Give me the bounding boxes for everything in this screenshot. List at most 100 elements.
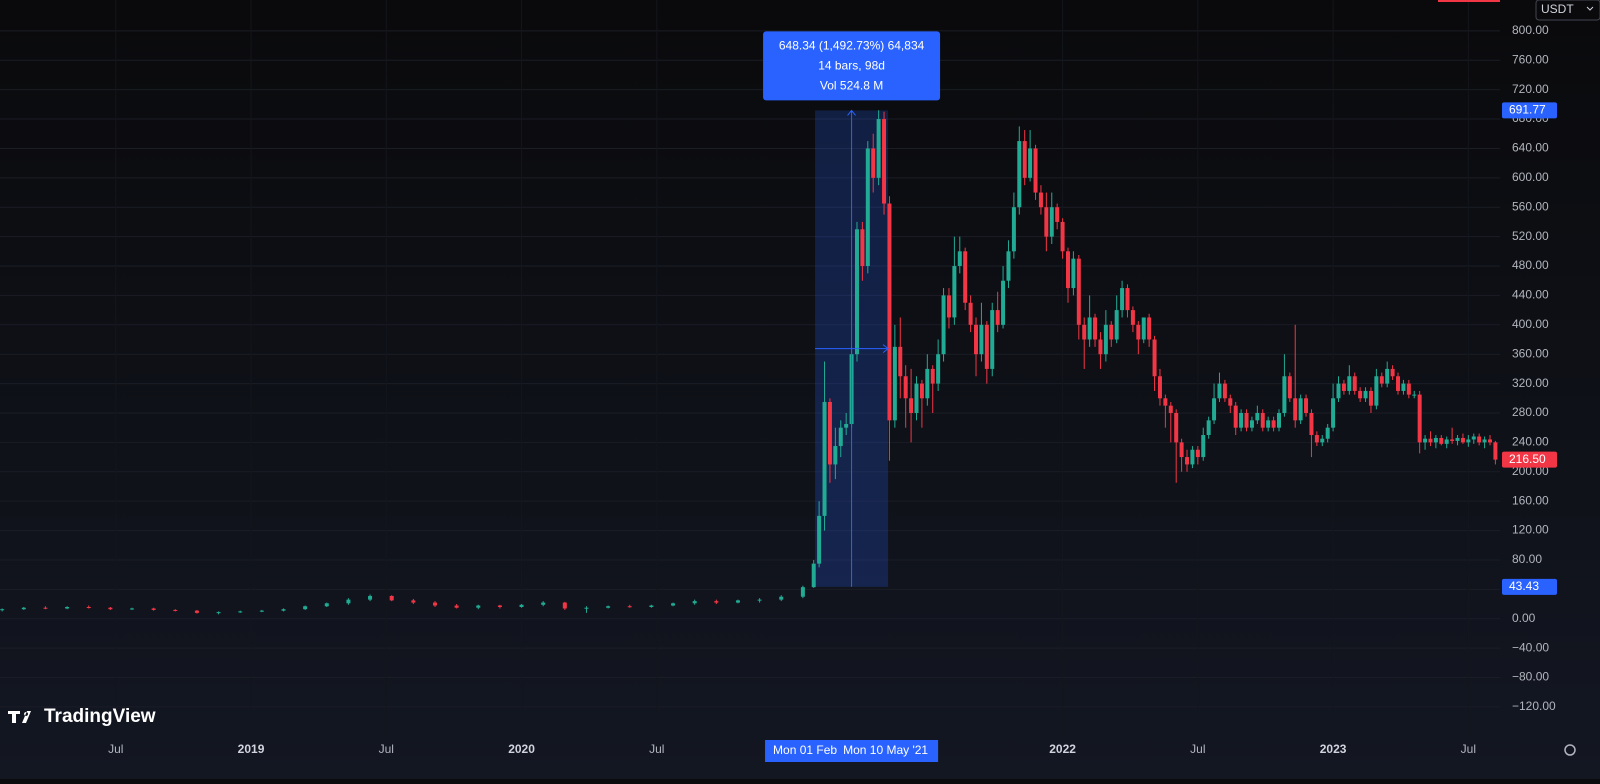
candle-body [86,606,91,608]
candle-body [984,324,989,369]
candle-body [1087,317,1092,340]
candle-body [903,376,908,399]
candle-body [779,596,784,600]
brand: TradingView [44,706,156,727]
candle-body [876,119,881,178]
candle-body [1147,317,1152,340]
y-tick-label: −80.00 [1512,670,1549,684]
candle-body [1287,376,1292,399]
candle-body [1055,207,1060,222]
candle-body [1341,383,1346,391]
candle-body [1076,258,1081,325]
candle-body [1444,439,1449,444]
candle-body [411,600,416,603]
candle-body [930,368,935,384]
x-highlight-label: Mon 10 May '21 [843,743,928,757]
candle-body [1195,449,1200,458]
candle-body [1141,317,1146,340]
candle-body [871,148,876,178]
candle-body [0,609,5,611]
candle-body [1450,439,1455,441]
candle-body [800,587,805,597]
candle-body [1385,368,1390,384]
candle-body [1071,258,1076,289]
candle-body [974,324,979,355]
candle-body [1347,376,1352,391]
candle-body [941,295,946,355]
candle-body [1136,324,1141,340]
candle-body [216,612,221,614]
candle-body [1390,368,1395,377]
candle-body [817,515,822,564]
candle-body [1428,438,1433,443]
candle-body [1325,427,1330,439]
candle-body [898,346,903,377]
candle-body [1049,207,1054,237]
y-tick-label: −120.00 [1512,699,1556,713]
price-badge [1502,578,1557,595]
candle-body [627,606,632,608]
candle-body [1352,376,1357,391]
measure-arrow-h [815,344,889,354]
candle-body [1433,437,1438,443]
candle-body [238,611,243,613]
candle-body [1006,251,1011,281]
candle-body [1482,439,1487,443]
candle-body [1093,317,1098,340]
candle-body [1493,442,1498,460]
currency-select[interactable] [1535,0,1600,21]
candle-body [1455,437,1460,441]
candle-body [714,601,719,603]
candle-body [909,398,914,413]
candle-body [281,609,286,611]
candle-body [389,595,394,601]
candle-body [1239,412,1244,428]
x-tick-label: Jul [379,742,394,756]
candle-body [1060,221,1065,252]
y-tick-label: 320.00 [1512,376,1549,390]
candle-body [1212,398,1217,421]
y-tick-label: 240.00 [1512,435,1549,449]
candle-body [892,346,897,421]
settings-icon[interactable] [1564,744,1576,756]
candle-body [1125,288,1130,311]
candle-body [65,606,70,609]
candle-body [1309,412,1314,436]
y-tick-label: 480.00 [1512,258,1549,272]
y-tick-label: 800.00 [1512,23,1549,37]
candle-body [963,251,968,303]
candle-body [1022,141,1027,178]
y-tick-label: 280.00 [1512,405,1549,419]
top-indicator [1438,0,1500,2]
candle-body [1109,324,1114,340]
candle-body [1460,437,1465,443]
candle-body [1249,420,1254,428]
candle-body [1412,394,1417,396]
candle-body [1368,390,1373,406]
candle-body [936,354,941,384]
candle-body [1423,438,1428,443]
y-tick-label: 760.00 [1512,52,1549,66]
candle-body [43,607,48,609]
candle-body [1174,412,1179,443]
candle-body [1266,420,1271,428]
candle-body [1477,436,1482,443]
measure-tooltip [763,31,941,101]
y-tick-label: 640.00 [1512,141,1549,155]
y-tick-label: 520.00 [1512,229,1549,243]
candle-body [1374,376,1379,406]
candle-body [914,383,919,413]
candle-body [259,610,264,612]
candle-body [1293,398,1298,421]
candle-body [1098,339,1103,355]
logo: TradingView [8,706,156,727]
x-tick-label: 2022 [1049,742,1076,756]
candle-body [1130,310,1135,325]
candle-body [811,563,816,588]
candle-body [1282,376,1287,413]
candle-body [1439,437,1444,444]
candle-body [1179,442,1184,458]
candle-body [1320,438,1325,443]
tooltip-line: Vol 524.8 M [820,79,883,93]
